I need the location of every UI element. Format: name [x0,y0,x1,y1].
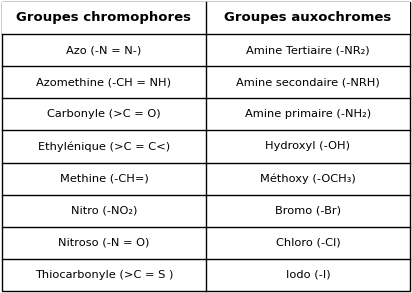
Text: Nitroso (-N = O): Nitroso (-N = O) [59,238,150,248]
Text: Iodo (-I): Iodo (-I) [286,270,330,280]
Text: Méthoxy (-OCH₃): Méthoxy (-OCH₃) [260,173,356,184]
Text: Chloro (-Cl): Chloro (-Cl) [276,238,340,248]
Text: Carbonyle (>C = O): Carbonyle (>C = O) [47,109,161,119]
Text: Bromo (-Br): Bromo (-Br) [275,206,341,216]
Text: Methine (-CH=): Methine (-CH=) [60,173,148,183]
Text: Amine Tertiaire (-NR₂): Amine Tertiaire (-NR₂) [246,45,370,55]
Bar [2,2,410,34]
Text: Nitro (-NO₂): Nitro (-NO₂) [71,206,137,216]
Text: Amine primaire (-NH₂): Amine primaire (-NH₂) [245,109,371,119]
Text: Thiocarbonyle (>C = S ): Thiocarbonyle (>C = S ) [35,270,173,280]
Text: Ethylénique (>C = C<): Ethylénique (>C = C<) [38,141,170,152]
Text: Amine secondaire (-NRH): Amine secondaire (-NRH) [236,77,380,87]
Text: Groupes chromophores: Groupes chromophores [16,11,192,25]
Text: Azomethine (-CH = NH): Azomethine (-CH = NH) [37,77,171,87]
Text: Azo (-N = N-): Azo (-N = N-) [66,45,142,55]
Text: Hydroxyl (-OH): Hydroxyl (-OH) [265,142,351,151]
Text: Groupes auxochromes: Groupes auxochromes [225,11,392,25]
